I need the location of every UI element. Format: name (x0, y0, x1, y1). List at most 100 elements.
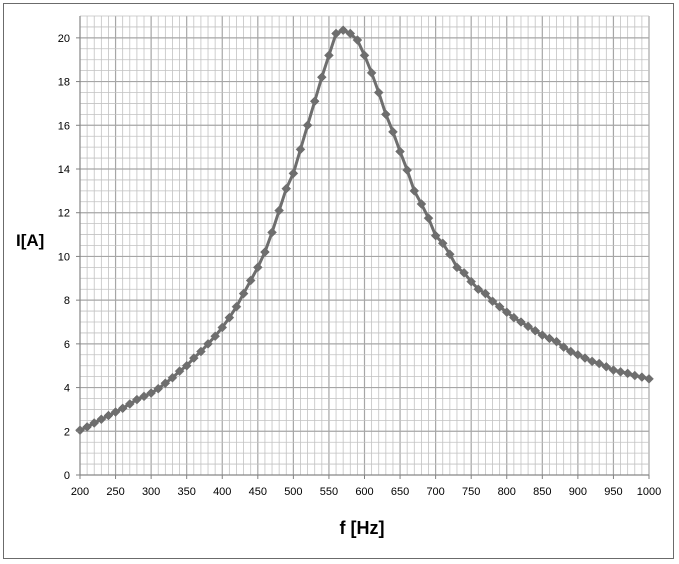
data-point (466, 276, 477, 287)
data-point (146, 388, 156, 398)
x-tick-label: 850 (533, 486, 551, 498)
data-point (523, 321, 533, 332)
x-tick-label: 350 (178, 486, 196, 498)
data-point (203, 339, 213, 349)
x-tick-label: 600 (355, 486, 373, 498)
data-point (124, 399, 135, 409)
data-point (409, 186, 420, 196)
data-point (359, 50, 370, 61)
data-point (494, 301, 505, 312)
data-point (231, 301, 242, 312)
x-axis-title: f [Hz] (340, 518, 385, 538)
data-point (473, 284, 484, 295)
series-layer (75, 25, 654, 436)
data-point (160, 378, 171, 389)
x-tick-label: 400 (213, 486, 231, 498)
data-point (629, 370, 640, 381)
data-point (395, 146, 405, 157)
data-point (608, 365, 619, 375)
data-point (132, 394, 142, 405)
y-tick-label: 2 (64, 426, 70, 438)
data-point (153, 383, 164, 394)
data-point (345, 28, 356, 39)
data-point (615, 366, 626, 377)
x-tick-label: 1000 (637, 486, 661, 498)
data-point (558, 342, 569, 352)
data-point (196, 346, 206, 357)
data-point (96, 414, 107, 425)
data-point (380, 109, 391, 120)
data-point (644, 373, 654, 384)
data-point (452, 262, 462, 273)
data-point (302, 120, 313, 131)
y-tick-label: 8 (64, 295, 70, 307)
x-tick-label: 950 (604, 486, 622, 498)
data-point (288, 168, 299, 179)
x-tick-label: 300 (142, 486, 160, 498)
data-point (487, 296, 498, 307)
data-point (416, 199, 427, 209)
data-point (245, 275, 256, 286)
data-point (601, 361, 612, 372)
data-point (423, 213, 434, 224)
data-point (89, 418, 100, 428)
x-tick-label: 800 (498, 486, 516, 498)
data-point (181, 360, 192, 371)
data-point (103, 410, 114, 421)
data-point (281, 183, 292, 194)
data-point (75, 425, 85, 436)
data-point (565, 346, 576, 357)
data-point (117, 403, 128, 414)
data-point (551, 336, 562, 347)
x-tick-label: 200 (71, 486, 89, 498)
x-tick-label: 900 (569, 486, 587, 498)
data-point (373, 87, 384, 98)
data-point (252, 262, 263, 273)
data-point (530, 325, 541, 336)
data-point (637, 372, 647, 382)
x-tick-label: 750 (462, 486, 480, 498)
data-point (501, 307, 512, 318)
data-point (537, 330, 548, 340)
data-point (274, 205, 285, 216)
data-point (544, 333, 555, 344)
data-point (480, 288, 491, 299)
data-point (366, 67, 377, 78)
x-tick-label: 500 (284, 486, 302, 498)
data-point (210, 331, 220, 342)
y-tick-label: 4 (64, 383, 70, 395)
data-point (437, 238, 448, 249)
data-point (238, 288, 249, 299)
data-point (388, 126, 398, 137)
y-tick-label: 12 (58, 208, 70, 220)
data-point (224, 312, 235, 323)
x-tick-label: 650 (391, 486, 409, 498)
y-tick-label: 16 (58, 120, 70, 132)
data-point (509, 312, 519, 323)
data-point (110, 407, 121, 417)
data-point (580, 353, 590, 363)
data-point (587, 356, 597, 367)
x-tick-label: 700 (426, 486, 444, 498)
y-tick-label: 0 (64, 470, 70, 482)
data-point (309, 96, 320, 107)
data-point (331, 28, 341, 39)
data-point (316, 72, 327, 83)
y-axis-title: I[A] (16, 231, 44, 250)
data-point (295, 144, 306, 155)
data-point (324, 50, 334, 61)
tick-labels: 200 250 300 350 400 450 500 550 600 650 700 750 800 8… (58, 33, 661, 498)
y-tick-label: 20 (58, 33, 70, 45)
data-point (622, 368, 633, 379)
data-point (594, 358, 605, 369)
data-point (167, 372, 178, 383)
data-point (352, 35, 363, 45)
y-tick-label: 6 (64, 339, 70, 351)
x-tick-label: 550 (320, 486, 338, 498)
data-point (402, 165, 413, 175)
data-point (444, 249, 455, 260)
y-tick-label: 10 (58, 251, 70, 263)
data-point (338, 25, 349, 36)
data-point (188, 353, 199, 363)
